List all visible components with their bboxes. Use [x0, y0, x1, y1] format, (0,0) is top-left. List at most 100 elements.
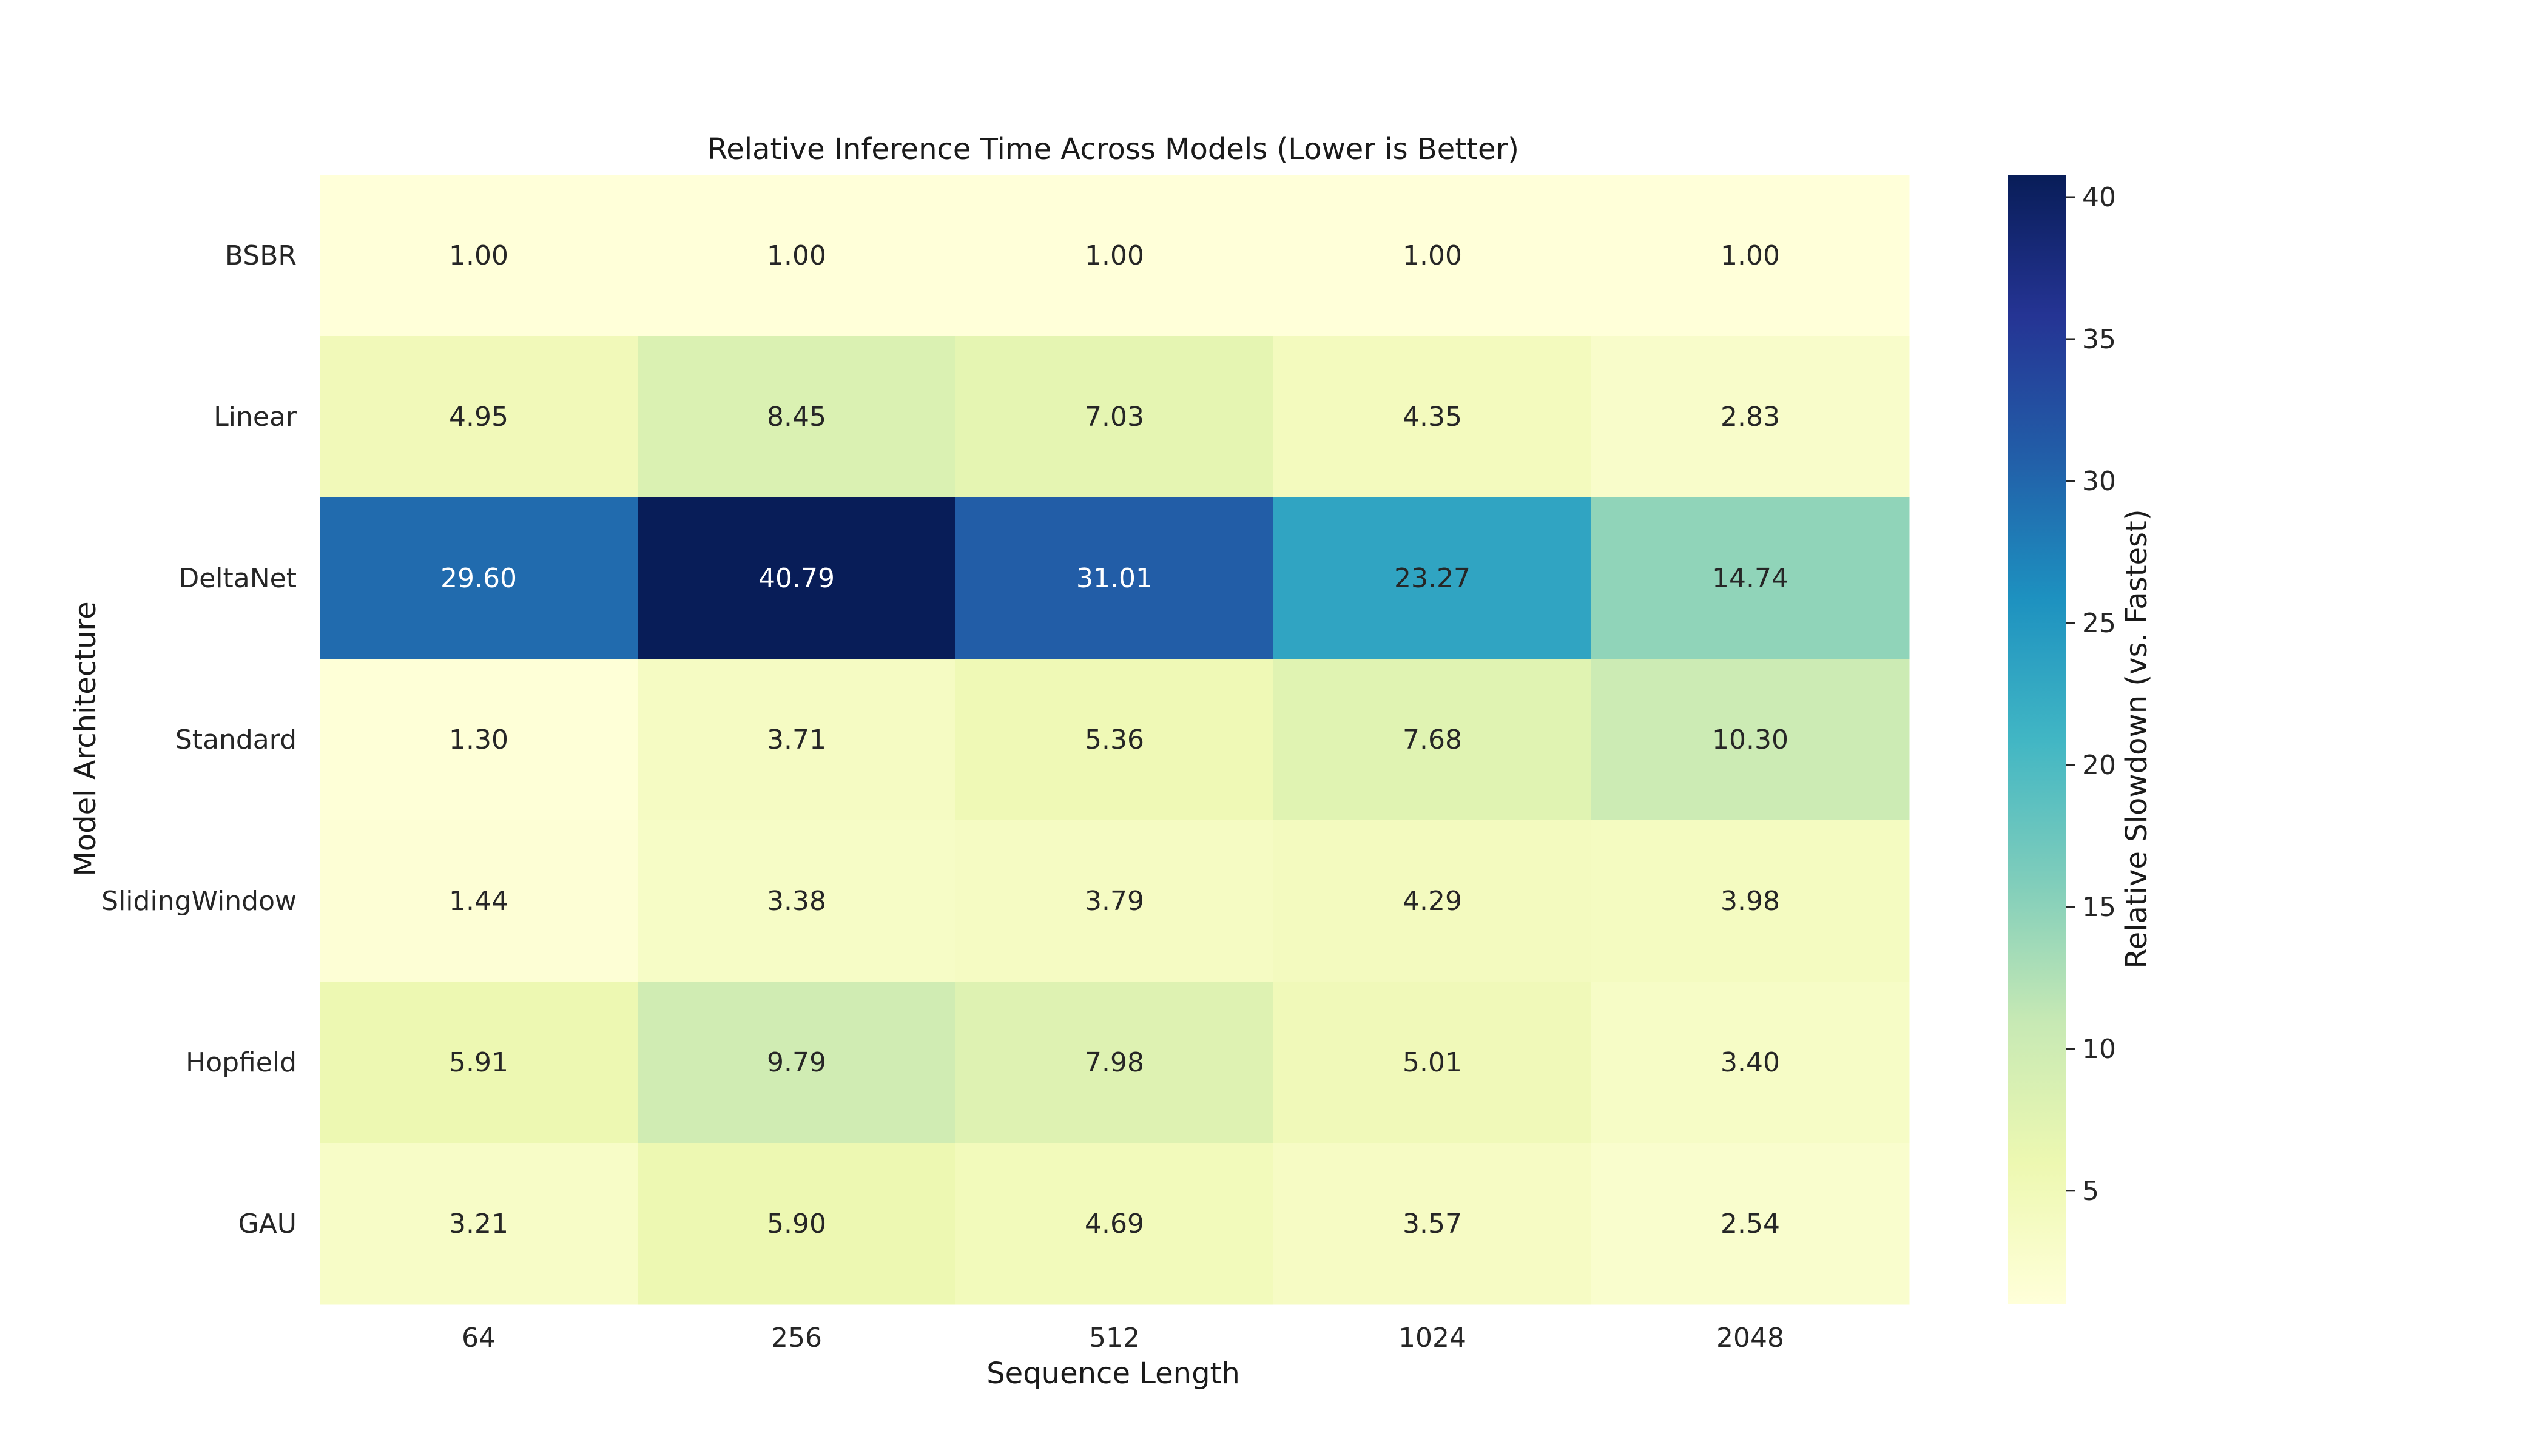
- cell-value-label: 3.57: [1403, 1208, 1462, 1239]
- heatmap-cell: [1273, 1143, 1592, 1305]
- colorbar-tick-label: 10: [2082, 1034, 2116, 1065]
- cell-value-label: 5.36: [1085, 724, 1144, 755]
- heatmap-cell: [320, 659, 638, 821]
- x-tick-label: 2048: [1716, 1323, 1784, 1353]
- cell-value-label: 7.68: [1403, 724, 1462, 755]
- heatmap-cell: [320, 175, 638, 337]
- cell-value-label: 31.01: [1076, 563, 1153, 594]
- heatmap-cell: [1591, 659, 1910, 821]
- heatmap-cell: [320, 820, 638, 982]
- y-tick-label: GAU: [238, 1208, 297, 1239]
- heatmap-cell: [956, 820, 1274, 982]
- heatmap-cells: 1.00 1.00 1.00 1.00 1.00 4.95 8.45 7.03 4.35 2.83…: [320, 175, 1910, 1305]
- cell-value-label: 9.79: [767, 1047, 826, 1078]
- cell-value-label: 1.30: [449, 724, 508, 755]
- cell-value-label: 3.40: [1721, 1047, 1780, 1078]
- heatmap-cell: [638, 982, 956, 1144]
- heatmap-cell: [1591, 1143, 1910, 1305]
- colorbar-tick-label: 25: [2082, 608, 2116, 639]
- cell-value-label: 3.98: [1721, 886, 1780, 917]
- x-tick-label: 64: [462, 1323, 496, 1353]
- colorbar-tick-label: 15: [2082, 892, 2116, 923]
- y-tick-label: Hopfield: [186, 1047, 297, 1078]
- y-axis-label: Model Architecture: [69, 601, 103, 876]
- cell-value-label: 4.95: [449, 402, 508, 433]
- heatmap-cell: [1591, 497, 1910, 659]
- heatmap-cell: [320, 497, 638, 659]
- cell-value-label: 1.00: [767, 240, 826, 271]
- cell-value-label: 4.69: [1085, 1208, 1144, 1239]
- cell-value-label: 4.35: [1403, 402, 1462, 433]
- heatmap-cell: [956, 336, 1274, 498]
- cell-value-label: 29.60: [440, 563, 517, 594]
- cell-value-label: 1.00: [1721, 240, 1780, 271]
- colorbar-tick-label: 20: [2082, 750, 2116, 781]
- y-tick-label: SlidingWindow: [101, 886, 297, 917]
- heatmap-cell: [956, 982, 1274, 1144]
- x-tick-label: 1024: [1398, 1323, 1466, 1353]
- heatmap-cell: [1273, 336, 1592, 498]
- heatmap-cell: [1273, 820, 1592, 982]
- cell-value-label: 3.79: [1085, 886, 1144, 917]
- heatmap-cell: [1591, 336, 1910, 498]
- y-tick-label: DeltaNet: [178, 563, 297, 594]
- heatmap-cell: [1591, 982, 1910, 1144]
- heatmap-cell: [638, 1143, 956, 1305]
- x-axis-label: Sequence Length: [986, 1357, 1240, 1390]
- cell-value-label: 1.00: [1403, 240, 1462, 271]
- cell-value-label: 23.27: [1394, 563, 1471, 594]
- x-tick-label: 512: [1089, 1323, 1140, 1353]
- colorbar-tick-label: 30: [2082, 466, 2116, 497]
- chart-title: Relative Inference Time Across Models (L…: [707, 132, 1519, 166]
- cell-value-label: 8.45: [767, 402, 826, 433]
- heatmap-cell: [956, 497, 1274, 659]
- heatmap-cell: [320, 982, 638, 1144]
- x-tick-label: 256: [771, 1323, 822, 1353]
- heatmap-cell: [638, 336, 956, 498]
- colorbar-tick-label: 40: [2082, 182, 2116, 213]
- cell-value-label: 14.74: [1712, 563, 1788, 594]
- cell-value-label: 3.71: [767, 724, 826, 755]
- colorbar-tick-label: 35: [2082, 324, 2116, 355]
- cell-value-label: 3.21: [449, 1208, 508, 1239]
- cell-value-label: 5.90: [767, 1208, 826, 1239]
- heatmap-cell: [638, 659, 956, 821]
- cell-value-label: 2.54: [1721, 1208, 1780, 1239]
- cell-value-label: 4.29: [1403, 886, 1462, 917]
- cell-value-label: 1.00: [449, 240, 508, 271]
- y-tick-label: Linear: [214, 402, 297, 433]
- heatmap-cell: [638, 820, 956, 982]
- heatmap-cell: [1273, 175, 1592, 337]
- cell-value-label: 3.38: [767, 886, 826, 917]
- cell-value-label: 5.01: [1403, 1047, 1462, 1078]
- heatmap-cell: [638, 497, 956, 659]
- colorbar: 5 10 15 20 25 30 35 40: [2008, 175, 2116, 1304]
- heatmap-cell: [1591, 820, 1910, 982]
- cell-value-label: 7.03: [1085, 402, 1144, 433]
- cell-value-label: 10.30: [1712, 724, 1788, 755]
- y-tick-label: BSBR: [225, 240, 297, 271]
- colorbar-label: Relative Slowdown (vs. Fastest): [2120, 509, 2154, 968]
- cell-value-label: 5.91: [449, 1047, 508, 1078]
- heatmap-cell: [638, 175, 956, 337]
- heatmap-cell: [956, 175, 1274, 337]
- heatmap-cell: [1273, 659, 1592, 821]
- heatmap-cell: [1591, 175, 1910, 337]
- heatmap-cell: [320, 1143, 638, 1305]
- cell-value-label: 1.44: [449, 886, 508, 917]
- y-tick-label: Standard: [175, 724, 297, 755]
- heatmap-cell: [1273, 982, 1592, 1144]
- heatmap-cell: [320, 336, 638, 498]
- y-tick-labels: BSBR Linear DeltaNet Standard SlidingWindow H…: [101, 240, 297, 1239]
- x-tick-labels: 64 256 512 1024 2048: [462, 1323, 1784, 1353]
- cell-value-label: 2.83: [1721, 402, 1780, 433]
- cell-value-label: 7.98: [1085, 1047, 1144, 1078]
- heatmap-cell: [956, 659, 1274, 821]
- heatmap-cell: [1273, 497, 1592, 659]
- cell-value-label: 40.79: [758, 563, 835, 594]
- heatmap-cell: [956, 1143, 1274, 1305]
- cell-value-label: 1.00: [1085, 240, 1144, 271]
- colorbar-tick-label: 5: [2082, 1176, 2099, 1207]
